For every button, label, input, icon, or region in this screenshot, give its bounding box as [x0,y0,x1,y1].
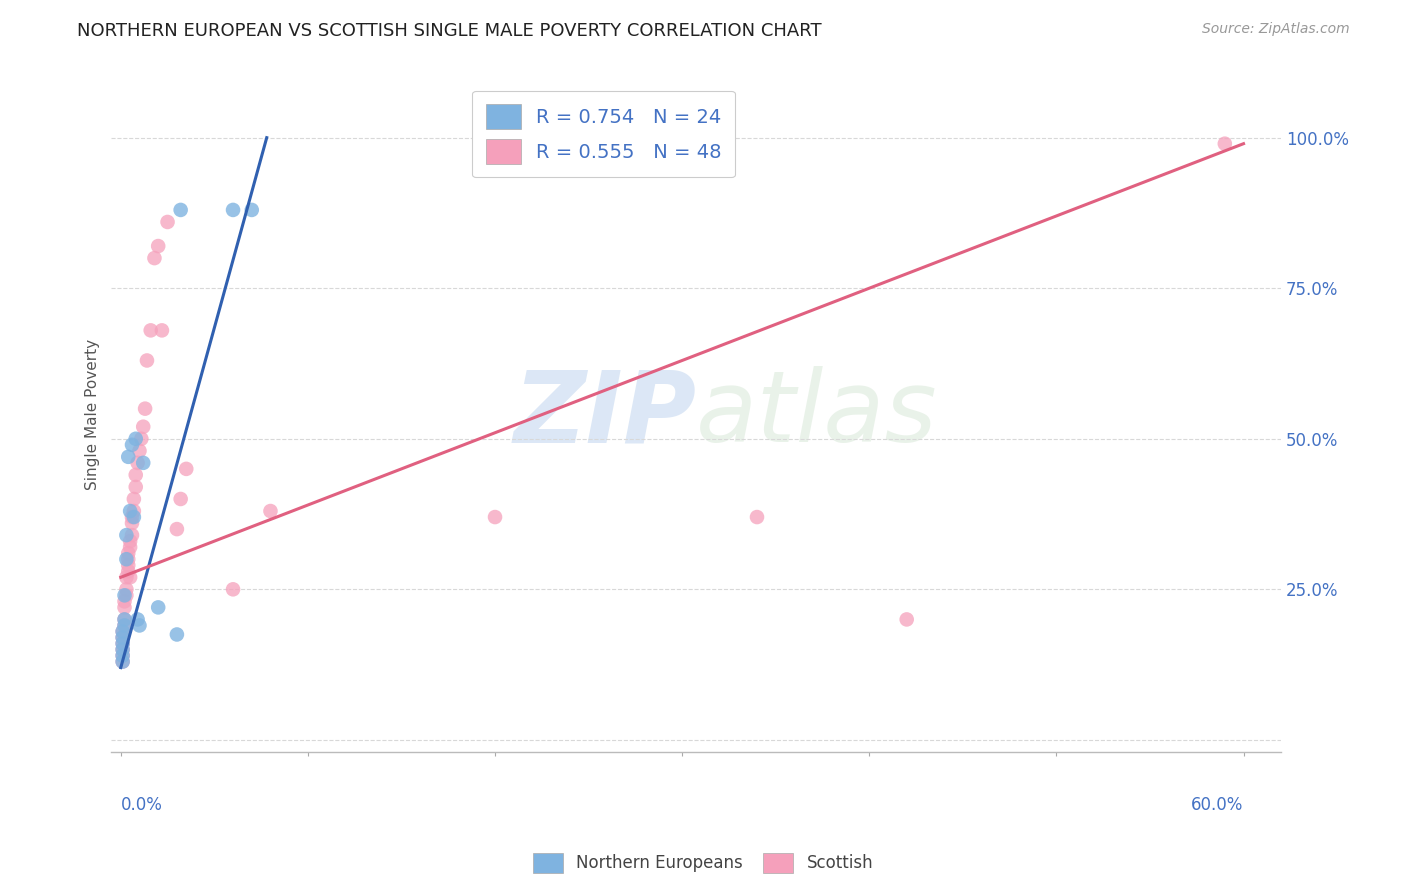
Point [136,353,159,368]
Point [111,648,134,663]
Point [117,450,139,464]
Legend: R = 0.754   N = 24, R = 0.555   N = 48: R = 0.754 N = 24, R = 0.555 N = 48 [472,90,735,178]
Point [132,419,155,434]
Point [134,401,156,416]
Point [174,462,197,476]
Point [240,202,263,217]
Point [127,612,149,626]
Point [166,627,188,641]
Point [114,612,136,626]
Point [125,432,148,446]
Point [745,510,768,524]
Point [114,618,136,632]
Point [128,618,150,632]
Point [169,202,191,217]
Point [115,588,138,602]
Point [114,612,136,626]
Text: 60.0%: 60.0% [1191,796,1243,814]
Point [139,323,162,337]
Point [156,215,179,229]
Point [128,443,150,458]
Point [169,491,191,506]
Point [120,540,142,554]
Point [484,510,506,524]
Text: atlas: atlas [696,367,938,463]
Y-axis label: Single Male Poverty: Single Male Poverty [86,339,100,491]
Point [120,534,142,549]
Point [121,516,143,530]
Point [111,642,134,657]
Point [117,564,139,578]
Point [131,432,153,446]
Point [111,631,134,645]
Point [222,582,245,597]
Point [117,546,139,560]
Point [132,456,155,470]
Point [114,600,136,615]
Point [143,251,166,265]
Point [259,504,281,518]
Point [111,636,134,650]
Point [114,594,136,608]
Point [111,642,134,657]
Point [115,528,138,542]
Text: Source: ZipAtlas.com: Source: ZipAtlas.com [1202,22,1350,37]
Point [121,528,143,542]
Point [166,522,188,536]
Point [111,631,134,645]
Point [896,612,918,626]
Point [115,570,138,584]
Point [111,624,134,639]
Legend: Northern Europeans, Scottish: Northern Europeans, Scottish [526,847,880,880]
Point [114,618,136,632]
Point [148,239,170,253]
Point [121,510,143,524]
Point [115,582,138,597]
Text: ZIP: ZIP [513,367,696,463]
Point [121,438,143,452]
Text: 0.0%: 0.0% [121,796,163,814]
Point [111,648,134,663]
Point [111,655,134,669]
Point [115,552,138,566]
Point [125,480,148,494]
Point [127,456,149,470]
Point [122,504,145,518]
Point [122,491,145,506]
Point [117,552,139,566]
Point [120,570,142,584]
Point [1213,136,1236,151]
Point [111,624,134,639]
Point [125,467,148,482]
Point [111,655,134,669]
Point [222,202,245,217]
Text: NORTHERN EUROPEAN VS SCOTTISH SINGLE MALE POVERTY CORRELATION CHART: NORTHERN EUROPEAN VS SCOTTISH SINGLE MAL… [77,22,823,40]
Point [150,323,173,337]
Point [148,600,170,615]
Point [114,588,136,602]
Point [122,510,145,524]
Point [120,504,142,518]
Point [117,558,139,573]
Point [111,636,134,650]
